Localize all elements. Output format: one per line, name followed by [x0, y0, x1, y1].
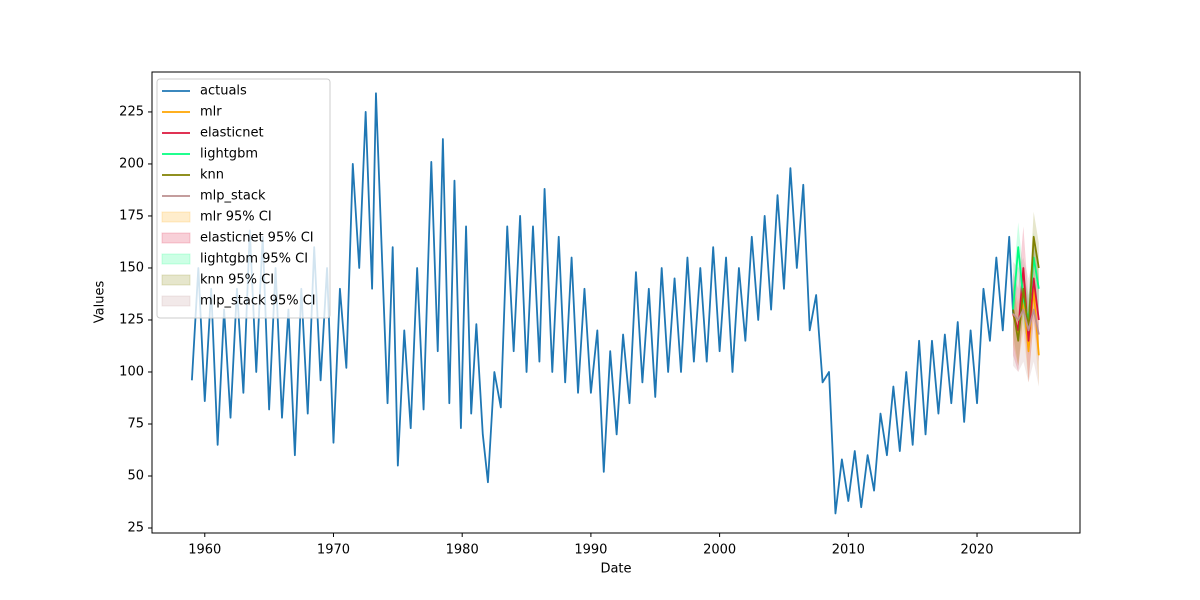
y-tick-label: 200	[119, 156, 144, 171]
y-tick-label: 50	[127, 468, 144, 483]
series-line	[1012, 308, 1040, 335]
axes-frame	[151, 71, 1081, 534]
y-axis-label: Values	[93, 281, 108, 324]
legend-label: knn	[200, 168, 224, 183]
legend: actuals mlr elasticnet lightgbm knn mlp_stack…	[156, 78, 331, 319]
legend-label: elasticnet 95% CI	[200, 231, 314, 246]
legend-label: mlp_stack	[200, 189, 266, 204]
y-tick-label: 25	[127, 521, 144, 536]
legend-swatch	[161, 295, 191, 307]
y-tick-label: 100	[119, 364, 144, 379]
legend-label: lightgbm 95% CI	[200, 252, 308, 267]
y-tick-label: 75	[127, 416, 144, 431]
y-tick-label: 175	[119, 208, 144, 223]
legend-label: actuals	[200, 84, 247, 99]
x-tick-label: 1960	[188, 543, 221, 558]
x-tick-label: 2000	[703, 543, 736, 558]
legend-swatch	[161, 274, 191, 286]
legend-swatch	[161, 253, 191, 265]
series-line	[191, 92, 1014, 515]
x-tick-label: 2010	[832, 543, 865, 558]
x-tick-label: 2020	[960, 543, 993, 558]
x-axis-label: Date	[600, 562, 631, 577]
y-tick-label: 125	[119, 312, 144, 327]
series-line	[1012, 235, 1040, 342]
x-tick-label: 1990	[574, 543, 607, 558]
legend-label: mlr	[200, 105, 222, 120]
y-tick-label: 150	[119, 260, 144, 275]
legend-label: lightgbm	[200, 147, 258, 162]
legend-swatch	[161, 211, 191, 223]
x-tick-label: 1970	[317, 543, 350, 558]
legend-label: knn 95% CI	[200, 273, 274, 288]
legend-box	[156, 78, 331, 319]
legend-swatch	[161, 232, 191, 244]
legend-label: mlr 95% CI	[200, 210, 272, 225]
legend-label: elasticnet	[200, 126, 264, 141]
y-tick-label: 225	[119, 104, 144, 119]
plot-area	[191, 92, 1040, 515]
x-tick-label: 1980	[446, 543, 479, 558]
legend-label: mlp_stack 95% CI	[200, 294, 316, 309]
